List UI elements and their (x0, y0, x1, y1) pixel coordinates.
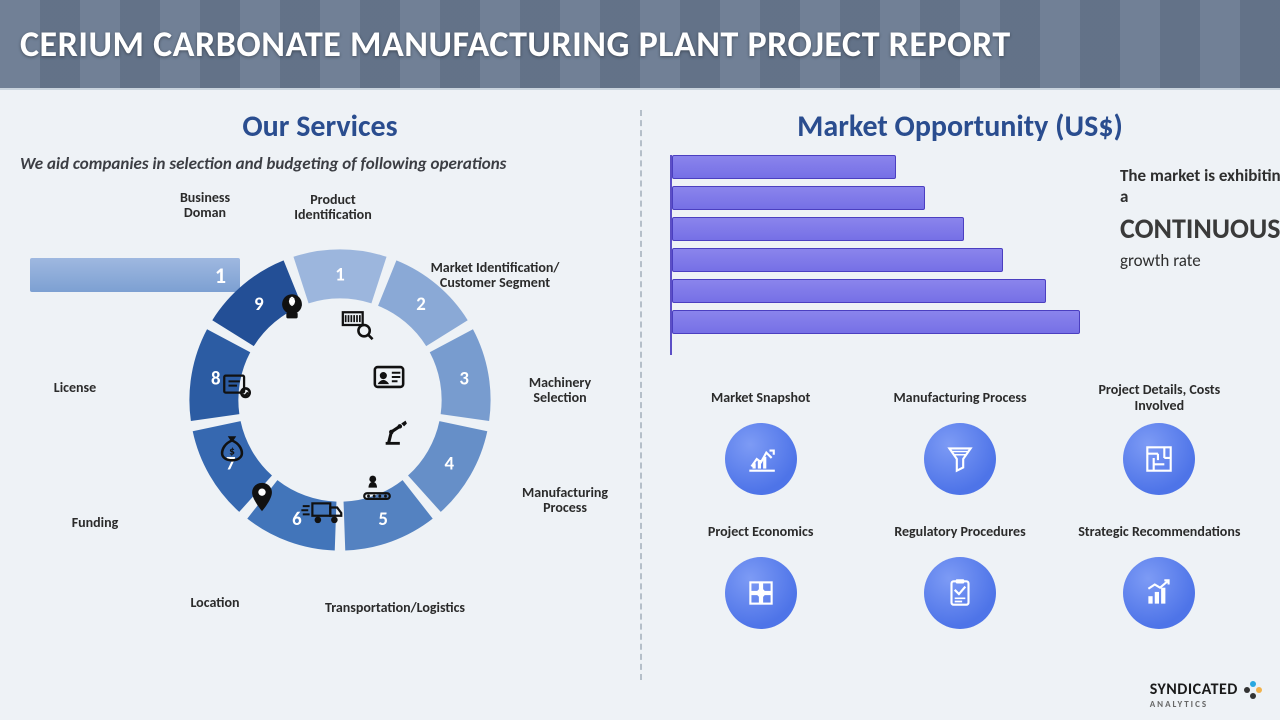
market-panel: Market Opportunity (US$) The market is e… (640, 100, 1280, 690)
seg-label-4: Machinery Selection (505, 375, 615, 406)
header-band: CERIUM CARBONATE MANUFACTURING PLANT PRO… (0, 0, 1280, 90)
growth-bar-3 (672, 217, 964, 241)
seg-label-3: Market Identification/ Customer Segment (430, 260, 560, 291)
svg-text:$: $ (229, 445, 235, 459)
money-bag-icon: $ (215, 432, 249, 466)
seg-label-5: Manufacturing Process (500, 485, 630, 516)
wheel-number-2: 2 (416, 293, 426, 316)
growth-line3: growth rate (1120, 250, 1280, 271)
maze-icon (1123, 423, 1195, 495)
lightbulb-head-icon (275, 290, 309, 324)
wheel-number-9: 9 (254, 293, 264, 316)
seg-label-2: Product Identification (278, 192, 388, 223)
market-heading: Market Opportunity (US$) (660, 108, 1260, 145)
wheel-number-1: 1 (335, 263, 345, 286)
seg-label-6: Transportation/Logistics (300, 600, 490, 615)
seg-label-7: Location (170, 595, 260, 610)
content: Our Services We aid companies in selecti… (0, 90, 1280, 690)
clipboard-icon (924, 557, 996, 629)
feature-label-6: Strategic Recommendations (1075, 515, 1244, 549)
funnel-icon (924, 423, 996, 495)
growth-bar-2 (672, 186, 925, 210)
feature-icon-grid: Market Snapshot Manufacturing Process Proj… (660, 381, 1260, 629)
feature-5: Regulatory Procedures (875, 515, 1044, 629)
certificate-icon (220, 370, 254, 404)
wheel-number-5: 5 (378, 508, 388, 531)
worker-conveyor-icon (360, 472, 394, 506)
brand-sub: ANALYTICS (1150, 699, 1262, 710)
seg-label-9: License (40, 380, 110, 395)
services-wheel: 1 123456789 Business Doman Product Ident… (20, 180, 620, 620)
svg-text:?: ? (759, 590, 762, 598)
feature-3: Project Details, Costs Involved (1075, 381, 1244, 495)
growth-line1: The market is exhibiting a (1120, 165, 1280, 207)
id-card-icon (372, 360, 406, 394)
logo-mark-icon (1244, 681, 1262, 699)
growth-bars-icon (1123, 557, 1195, 629)
feature-6: Strategic Recommendations (1075, 515, 1244, 629)
growth-bar-chart (670, 155, 1090, 355)
services-subtitle: We aid companies in selection and budget… (20, 153, 620, 174)
seg-label-1: Business Doman (160, 190, 250, 221)
growth-text: The market is exhibiting a CONTINUOUS gr… (1120, 165, 1280, 271)
growth-line2: CONTINUOUS (1120, 211, 1280, 246)
chart-line-icon (725, 423, 797, 495)
growth-bar-6 (672, 310, 1080, 334)
robot-arm-icon (380, 415, 414, 449)
services-heading: Our Services (20, 108, 620, 145)
feature-1: Market Snapshot (676, 381, 845, 495)
wheel-number-3: 3 (459, 368, 469, 391)
feature-4: Project Economics? (676, 515, 845, 629)
growth-bar-4 (672, 248, 1003, 272)
feature-label-5: Regulatory Procedures (875, 515, 1044, 549)
feature-label-3: Project Details, Costs Involved (1075, 381, 1244, 415)
feature-2: Manufacturing Process (875, 381, 1044, 495)
barcode-scan-icon (340, 308, 374, 342)
feature-label-2: Manufacturing Process (875, 381, 1044, 415)
feature-label-4: Project Economics (676, 515, 845, 549)
feature-label-1: Market Snapshot (676, 381, 845, 415)
seg-label-8: Funding (55, 515, 135, 530)
delivery-truck-icon (300, 498, 344, 528)
location-pin-icon (245, 480, 279, 514)
services-panel: Our Services We aid companies in selecti… (0, 100, 640, 690)
brand-name: SYNDICATED (1150, 680, 1238, 699)
growth-bar-1 (672, 155, 896, 179)
page-title: CERIUM CARBONATE MANUFACTURING PLANT PRO… (20, 22, 1011, 66)
wheel-number-4: 4 (444, 453, 454, 476)
brand-logo: SYNDICATED ANALYTICS (1150, 680, 1262, 710)
puzzle-icon: ? (725, 557, 797, 629)
growth-bar-5 (672, 279, 1046, 303)
